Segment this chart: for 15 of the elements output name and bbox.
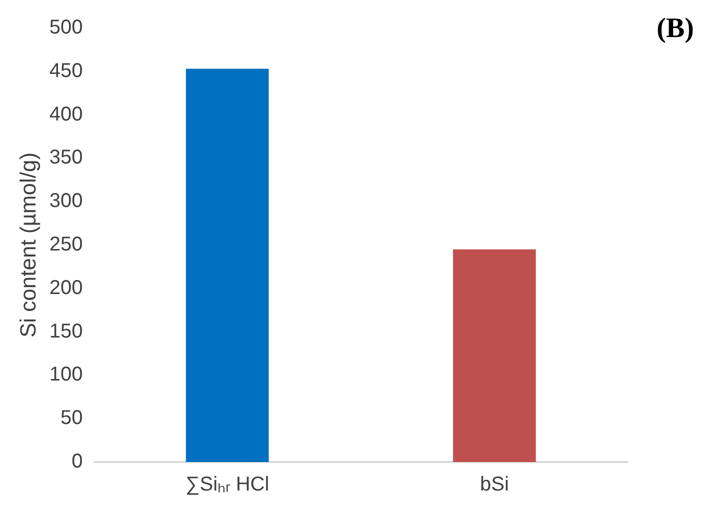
y-tick-label: 250: [49, 234, 83, 256]
y-tick-label: 50: [60, 407, 83, 430]
x-tick-label: bSi: [480, 474, 509, 496]
y-tick-label: 150: [49, 320, 83, 342]
y-tick-label: 500: [49, 16, 83, 39]
y-tick-label: 200: [49, 276, 83, 299]
text: (B): [656, 13, 694, 44]
y-tick-label: 300: [49, 190, 83, 212]
y-tick-label: 100: [49, 364, 83, 386]
y-tick-label: 350: [49, 146, 83, 169]
x-tick-label: ∑Siₕᵣ HCl: [185, 474, 270, 496]
y-tick-label: 400: [49, 103, 83, 126]
y-tick-label: 0: [72, 450, 83, 473]
y-axis-title: Si content (µmol/g): [15, 152, 40, 338]
y-tick-label: 450: [49, 60, 83, 82]
